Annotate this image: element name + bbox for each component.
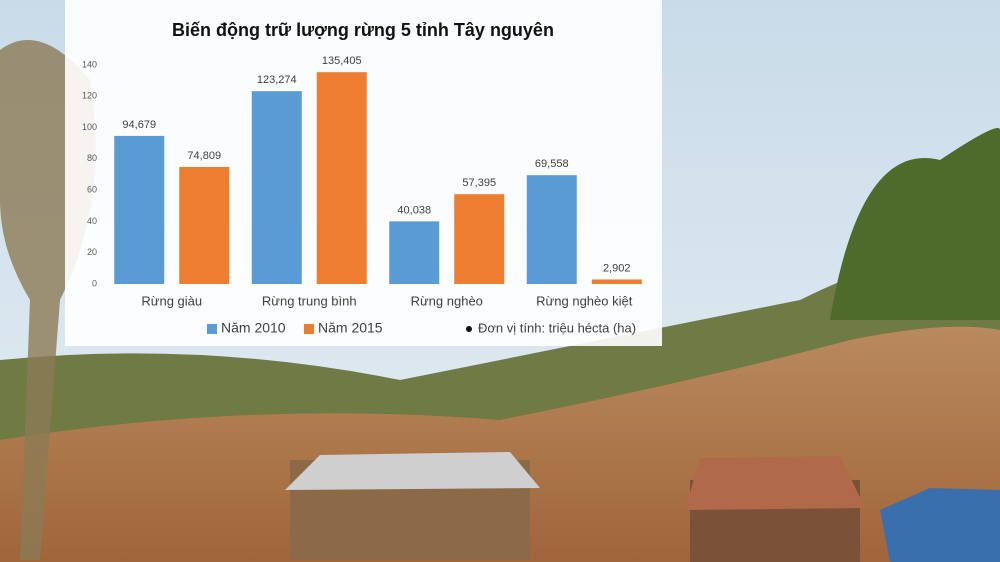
bar	[591, 279, 642, 284]
y-tick-label: 60	[87, 185, 97, 195]
x-tick-label: Rừng nghèo kiệt	[536, 293, 633, 308]
legend-label: Năm 2015	[318, 320, 383, 336]
value-label: 123,274	[257, 74, 297, 86]
y-tick-label: 120	[82, 91, 97, 101]
y-tick-label: 40	[87, 216, 97, 226]
bar	[389, 221, 440, 284]
annotation: Đơn vị tính: triệu hécta (ha)	[478, 320, 636, 335]
y-tick-label: 100	[82, 122, 97, 132]
legend-swatch	[207, 324, 217, 334]
value-label: 135,405	[322, 55, 362, 67]
value-label: 2,902	[603, 262, 631, 274]
y-tick-label: 0	[92, 278, 97, 288]
value-label: 74,809	[187, 150, 221, 162]
chart-title: Biến động trữ lượng rừng 5 tỉnh Tây nguy…	[172, 20, 554, 40]
x-tick-label: Rừng nghèo	[411, 293, 483, 308]
value-label: 94,679	[122, 119, 156, 131]
bar	[526, 175, 577, 284]
y-tick-label: 80	[87, 153, 97, 163]
x-tick-label: Rừng trung bình	[262, 293, 357, 308]
bar	[316, 72, 367, 284]
value-label: 69,558	[535, 158, 569, 170]
value-label: 57,395	[462, 177, 496, 189]
x-tick-label: Rừng giàu	[141, 293, 202, 308]
y-tick-label: 140	[82, 59, 97, 69]
value-label: 40,038	[397, 204, 431, 216]
bar	[251, 91, 302, 284]
bar	[179, 166, 230, 284]
bar	[454, 194, 505, 284]
legend-label: Năm 2010	[221, 320, 286, 336]
legend-swatch	[304, 324, 314, 334]
bullet	[466, 326, 472, 332]
bar	[114, 135, 165, 284]
y-tick-label: 20	[87, 247, 97, 257]
